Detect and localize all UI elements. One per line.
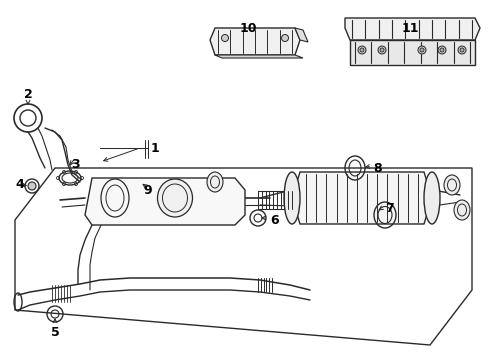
- Polygon shape: [294, 28, 307, 42]
- Circle shape: [357, 46, 365, 54]
- Circle shape: [359, 48, 363, 52]
- Ellipse shape: [453, 200, 469, 220]
- Polygon shape: [209, 28, 299, 55]
- Circle shape: [457, 46, 465, 54]
- Ellipse shape: [284, 172, 299, 224]
- Text: 4: 4: [16, 179, 24, 192]
- Ellipse shape: [443, 175, 459, 195]
- Circle shape: [459, 48, 463, 52]
- Ellipse shape: [423, 172, 439, 224]
- Circle shape: [439, 48, 443, 52]
- Circle shape: [28, 182, 36, 190]
- Ellipse shape: [157, 179, 192, 217]
- Text: 11: 11: [401, 22, 418, 35]
- Polygon shape: [215, 55, 303, 58]
- Text: 10: 10: [239, 22, 256, 35]
- Circle shape: [221, 35, 228, 41]
- Text: 6: 6: [270, 213, 279, 226]
- Text: 1: 1: [150, 141, 159, 154]
- Text: 9: 9: [143, 184, 152, 197]
- Text: 5: 5: [51, 325, 59, 338]
- Ellipse shape: [206, 172, 223, 192]
- Circle shape: [437, 46, 445, 54]
- Text: 3: 3: [71, 158, 79, 171]
- Circle shape: [379, 48, 383, 52]
- Text: 7: 7: [385, 202, 393, 215]
- Polygon shape: [85, 178, 244, 225]
- Polygon shape: [291, 172, 431, 224]
- Circle shape: [419, 48, 423, 52]
- Polygon shape: [349, 40, 474, 65]
- Polygon shape: [345, 18, 479, 40]
- Circle shape: [377, 46, 385, 54]
- Circle shape: [281, 35, 288, 41]
- Circle shape: [417, 46, 425, 54]
- Text: 8: 8: [373, 162, 382, 175]
- Text: 2: 2: [23, 87, 32, 100]
